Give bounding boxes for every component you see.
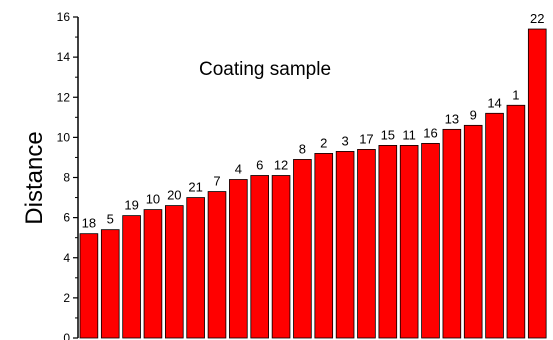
bar [250,175,270,339]
bar [314,153,334,339]
bar-label: 9 [470,107,477,122]
bar-label: 21 [188,180,202,195]
bar [485,112,504,339]
bar-label: 10 [146,192,160,207]
bar [229,179,248,339]
bar [271,175,291,339]
bar [122,215,141,339]
bar-label: 14 [487,95,501,110]
bar [207,191,227,339]
bar [143,209,163,339]
bar-label: 11 [402,127,416,142]
bar [100,229,120,339]
y-axis-ticks: 0 2 4 6 8 10 12 14 16 [57,10,78,340]
bar [293,159,312,339]
y-tick-label: 12 [57,90,71,104]
bar-label: 2 [320,135,327,150]
bar-label: 18 [82,216,96,231]
bar-label: 16 [423,125,437,140]
bar-label: 3 [341,133,348,148]
y-tick-label: 6 [63,211,70,225]
bar-label: 8 [299,141,306,156]
bar-label: 6 [256,157,263,172]
bar [186,197,205,339]
bar [335,151,355,339]
y-tick-label: 0 [63,331,70,340]
y-tick-label: 2 [63,291,70,305]
y-tick-label: 4 [63,251,70,265]
y-tick-label: 8 [63,171,70,185]
bar [442,128,462,339]
y-tick-label: 14 [57,50,71,64]
chart-annotation: Coating sample [199,59,331,80]
bar-label: 1 [512,87,519,102]
bar-label: 12 [274,157,288,172]
bar-label: 20 [167,188,181,203]
bar [164,205,184,339]
y-tick-label: 10 [57,130,71,144]
bar-label: 22 [530,11,544,26]
bar [527,28,547,339]
bars [79,28,547,339]
bar [378,144,398,339]
bar-label: 7 [213,174,220,189]
bar-label: 17 [359,131,373,146]
bar [357,149,376,339]
bar-label: 4 [235,162,242,177]
y-axis-label: Distance [21,131,48,224]
bar-labels: 18 5 19 10 20 21 74 6 12 8 2 3 17 15 11 16 13 9 14 1 22 [82,11,545,231]
bar-label: 13 [445,111,459,126]
bar [506,104,526,339]
bar [421,142,440,339]
bar-label: 15 [381,127,395,142]
bar-label: 5 [107,212,114,227]
bar [79,233,99,339]
y-tick-label: 16 [57,10,71,24]
bar [463,124,483,339]
bar [399,144,419,339]
bar-label: 19 [124,198,138,213]
